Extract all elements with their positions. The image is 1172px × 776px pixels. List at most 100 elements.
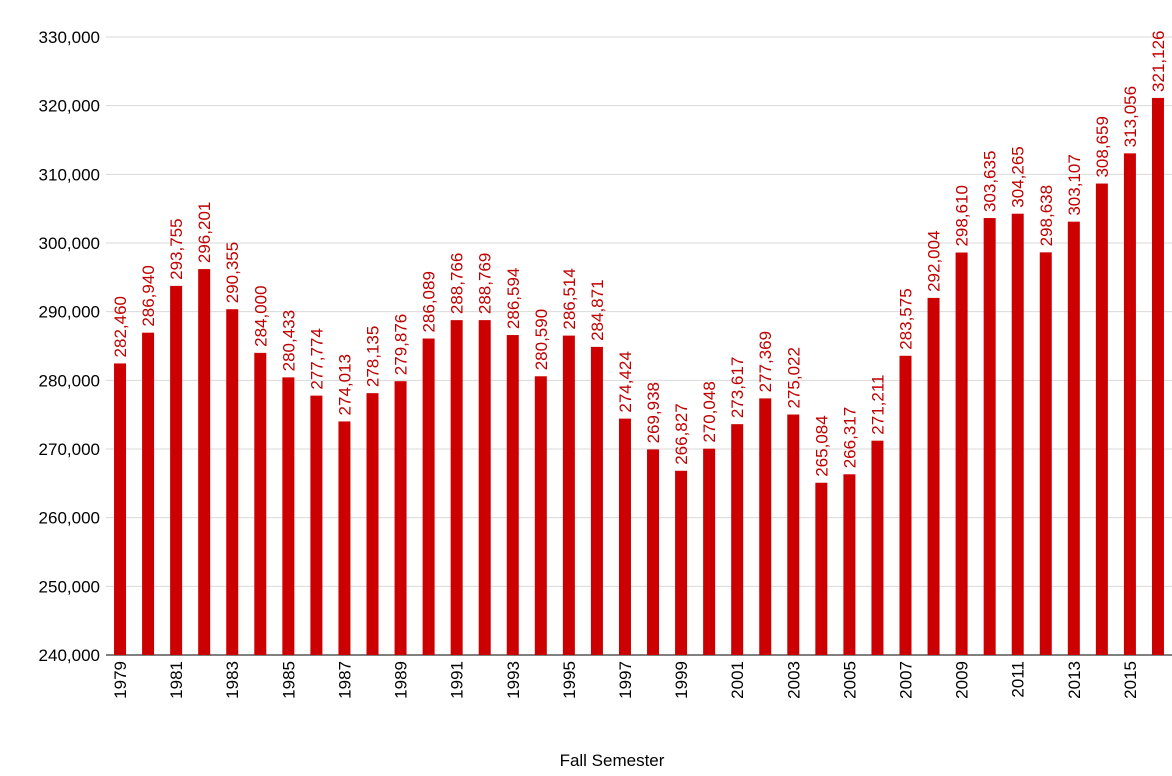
x-tick-label: 2007 — [897, 661, 916, 699]
value-label: 288,769 — [476, 253, 495, 314]
value-label: 266,317 — [840, 407, 859, 468]
value-label: 303,635 — [981, 151, 1000, 212]
bar — [983, 218, 996, 655]
bar — [170, 285, 183, 655]
x-tick-label: 1987 — [335, 661, 354, 699]
y-tick-label: 310,000 — [39, 165, 100, 184]
value-label: 280,433 — [279, 310, 298, 371]
value-label: 270,048 — [700, 381, 719, 442]
bar — [562, 335, 575, 655]
value-label: 304,265 — [1009, 146, 1028, 207]
bar — [450, 320, 463, 655]
y-tick-label: 240,000 — [39, 646, 100, 665]
value-label: 298,638 — [1037, 185, 1056, 246]
value-label: 278,135 — [364, 326, 383, 387]
bar — [1095, 183, 1108, 655]
bar — [310, 395, 323, 655]
bar — [843, 474, 856, 655]
x-tick-label: 2003 — [784, 661, 803, 699]
bar — [1123, 153, 1136, 655]
bar — [1039, 252, 1052, 655]
value-label: 286,514 — [560, 268, 579, 329]
x-tick-label: 1981 — [167, 661, 186, 699]
y-tick-label: 290,000 — [39, 303, 100, 322]
bar — [871, 440, 884, 655]
x-tick-label: 1979 — [111, 661, 130, 699]
value-label: 283,575 — [897, 288, 916, 349]
value-label: 274,013 — [335, 354, 354, 415]
value-label: 269,938 — [644, 382, 663, 443]
value-label: 308,659 — [1093, 116, 1112, 177]
value-label: 313,056 — [1121, 86, 1140, 147]
value-label: 282,460 — [111, 296, 130, 357]
y-tick-label: 280,000 — [39, 371, 100, 390]
y-tick-label: 250,000 — [39, 577, 100, 596]
value-label: 280,590 — [532, 309, 551, 370]
value-label: 292,004 — [925, 230, 944, 291]
x-tick-label: 1989 — [392, 661, 411, 699]
bar — [338, 421, 351, 655]
x-tick-label: 1995 — [560, 661, 579, 699]
y-tick-label: 300,000 — [39, 234, 100, 253]
value-label: 296,201 — [195, 202, 214, 263]
bar — [226, 309, 239, 655]
value-label: 265,084 — [812, 415, 831, 476]
value-label: 273,617 — [728, 357, 747, 418]
value-label: 284,000 — [251, 285, 270, 346]
bar — [899, 355, 912, 655]
value-label: 279,876 — [392, 314, 411, 375]
bar — [254, 352, 267, 655]
bar — [534, 376, 547, 655]
bar — [618, 418, 631, 655]
bar — [815, 482, 828, 655]
x-tick-label: 2011 — [1009, 661, 1028, 698]
bar — [114, 363, 127, 655]
bar — [282, 377, 295, 655]
bar — [927, 297, 940, 655]
bar — [647, 449, 660, 655]
x-axis-title: Fall Semester — [560, 751, 665, 770]
bar — [731, 424, 744, 655]
bar — [1067, 221, 1080, 655]
y-tick-label: 270,000 — [39, 440, 100, 459]
value-label: 275,022 — [784, 347, 803, 408]
x-tick-label: 2015 — [1121, 661, 1140, 699]
value-label: 286,594 — [504, 268, 523, 329]
bar — [787, 414, 800, 655]
value-label: 284,871 — [588, 279, 607, 340]
bar — [142, 332, 155, 655]
value-label: 293,755 — [167, 218, 186, 279]
bar — [422, 338, 435, 655]
bar — [478, 320, 491, 655]
y-tick-label: 320,000 — [39, 97, 100, 116]
bar — [366, 393, 379, 655]
value-label: 271,211 — [868, 374, 887, 434]
bar — [955, 252, 968, 655]
value-label: 286,940 — [139, 265, 158, 326]
x-tick-label: 1997 — [616, 661, 635, 699]
value-label: 266,827 — [672, 403, 691, 464]
x-tick-label: 1983 — [223, 661, 242, 699]
y-tick-label: 330,000 — [39, 28, 100, 47]
x-tick-label: 1999 — [672, 661, 691, 699]
x-tick-label: 2005 — [840, 661, 859, 699]
bar — [394, 381, 407, 655]
value-label: 303,107 — [1065, 154, 1084, 215]
value-label: 277,774 — [307, 328, 326, 389]
bar — [590, 346, 603, 655]
bar — [759, 398, 772, 655]
value-label: 286,089 — [420, 271, 439, 332]
bar — [1011, 213, 1024, 655]
bar — [198, 269, 211, 655]
x-tick-label: 2001 — [728, 661, 747, 699]
bar — [506, 335, 519, 655]
bar — [703, 448, 716, 655]
value-label: 274,424 — [616, 351, 635, 412]
y-tick-label: 260,000 — [39, 509, 100, 528]
bar — [1151, 97, 1164, 655]
value-label: 298,610 — [953, 185, 972, 246]
x-tick-label: 2009 — [953, 661, 972, 699]
bar — [675, 470, 688, 655]
x-tick-label: 1993 — [504, 661, 523, 699]
